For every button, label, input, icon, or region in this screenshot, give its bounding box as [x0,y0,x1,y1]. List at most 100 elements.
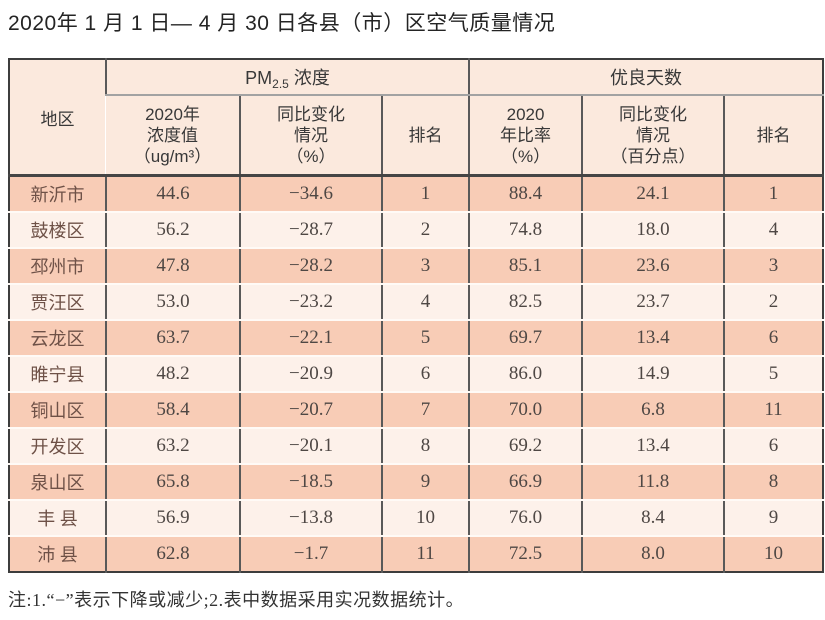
table-row: 鼓楼区 56.2 −28.7 2 74.8 18.0 4 [9,212,824,249]
table-row: 开发区 63.2 −20.1 8 69.2 13.4 6 [9,428,824,465]
header-group-good-days: 优良天数 [468,59,824,96]
table-row: 沛 县 62.8 −1.7 11 72.5 8.0 10 [9,536,824,572]
cell-region: 泉山区 [9,464,106,501]
cell-region: 丰 县 [9,500,106,537]
cell-days-change: 14.9 [581,356,725,393]
table-row: 泉山区 65.8 −18.5 9 66.9 11.8 8 [9,464,824,501]
table-row: 贾汪区 53.0 −23.2 4 82.5 23.7 2 [9,284,824,321]
cell-pm-change: −28.2 [239,248,382,285]
cell-days-rank: 9 [723,500,824,537]
cell-region: 沛 县 [9,536,106,572]
cell-days-rank: 6 [723,320,824,357]
cell-days-rate: 74.8 [468,212,583,249]
cell-region: 邳州市 [9,248,106,285]
cell-days-rank: 1 [723,175,824,213]
cell-pm-rank: 1 [380,175,470,213]
cell-days-rate: 85.1 [468,248,583,285]
cell-days-rate: 69.2 [468,428,583,465]
cell-days-rank: 11 [723,392,824,429]
cell-days-rate: 76.0 [468,500,583,537]
cell-days-change: 13.4 [581,428,725,465]
table-row: 新沂市 44.6 −34.6 1 88.4 24.1 1 [9,175,824,213]
header-days-change-line1: 同比变化 [619,104,688,124]
cell-days-rate: 70.0 [468,392,583,429]
pm25-suffix: 浓度 [288,67,330,88]
table-row: 邳州市 47.8 −28.2 3 85.1 23.6 3 [9,248,824,285]
header-group-pm25: PM2.5 浓度 [104,59,470,96]
cell-days-rank: 2 [723,284,824,321]
cell-days-rate: 66.9 [468,464,583,501]
header-pm-value: 2020年 浓度值 （ug/m³） [106,95,240,177]
cell-pm-value: 48.2 [105,356,240,393]
header-pm-change-line3: （%） [286,146,336,166]
page-title: 2020年 1 月 1 日— 4 月 30 日各县（市）区空气质量情况 [8,12,556,35]
cell-pm-change: −20.7 [239,392,382,429]
pm25-prefix: PM [245,67,273,88]
cell-pm-rank: 8 [380,428,470,465]
cell-days-change: 23.7 [581,284,725,321]
cell-days-change: 23.6 [581,248,725,285]
cell-pm-rank: 4 [380,284,470,321]
cell-days-rank: 4 [723,212,824,249]
header-pm-value-line2: 浓度值 [147,125,198,145]
cell-region: 睢宁县 [9,356,106,393]
cell-days-change: 24.1 [581,175,725,213]
table-row: 云龙区 63.7 −22.1 5 69.7 13.4 6 [9,320,824,357]
cell-pm-change: −34.6 [239,175,382,213]
cell-pm-value: 63.2 [105,428,240,465]
cell-days-rate: 69.7 [468,320,583,357]
table-row: 铜山区 58.4 −20.7 7 70.0 6.8 11 [9,392,824,429]
cell-days-rate: 86.0 [468,356,583,393]
cell-pm-rank: 3 [380,248,470,285]
header-pm-value-line3: （ug/m³） [133,146,212,166]
cell-pm-change: −20.9 [239,356,382,393]
cell-pm-rank: 6 [380,356,470,393]
cell-region: 云龙区 [9,320,106,357]
cell-days-change: 8.4 [581,500,725,537]
cell-days-rank: 3 [723,248,824,285]
cell-days-change: 11.8 [581,464,725,501]
cell-pm-change: −22.1 [239,320,382,357]
cell-days-rank: 8 [723,464,824,501]
cell-pm-value: 65.8 [105,464,240,501]
header-region: 地区 [9,59,106,177]
cell-pm-change: −28.7 [239,212,382,249]
cell-pm-value: 56.9 [105,500,240,537]
cell-days-change: 8.0 [581,536,725,572]
cell-region: 贾汪区 [9,284,106,321]
cell-days-change: 13.4 [581,320,725,357]
cell-pm-change: −23.2 [239,284,382,321]
table-body: 新沂市 44.6 −34.6 1 88.4 24.1 1 鼓楼区 56.2 −2… [9,175,824,572]
cell-pm-value: 44.6 [105,175,240,213]
cell-pm-value: 63.7 [105,320,240,357]
header-days-change-line2: 情况 [636,125,671,145]
header-days-change-line3: （百分点） [610,146,696,166]
cell-pm-rank: 9 [380,464,470,501]
cell-pm-rank: 2 [380,212,470,249]
header-days-rate-line3: （%） [500,146,551,166]
cell-region: 铜山区 [9,392,106,429]
table-header: 地区 PM2.5 浓度 优良天数 2020年 浓度值 （ug/m³） 同比变化 … [9,59,824,177]
cell-region: 新沂市 [9,175,106,213]
cell-days-rank: 6 [723,428,824,465]
header-days-rate-line1: 2020 [506,104,545,124]
cell-pm-change: −13.8 [239,500,382,537]
cell-pm-value: 62.8 [105,536,240,572]
header-pm-change-line2: 情况 [294,125,328,145]
cell-days-rate: 82.5 [468,284,583,321]
cell-pm-rank: 7 [380,392,470,429]
cell-region: 开发区 [9,428,106,465]
cell-pm-value: 53.0 [105,284,240,321]
header-pm-change: 同比变化 情况 （%） [239,95,382,177]
header-pm-rank: 排名 [380,95,470,177]
cell-days-change: 18.0 [581,212,725,249]
footnote: 注:1.“−”表示下降或减少;2.表中数据采用实况数据统计。 [8,590,465,610]
cell-pm-value: 58.4 [105,392,240,429]
cell-pm-change: −1.7 [239,536,382,572]
header-days-change: 同比变化 情况 （百分点） [581,95,725,177]
header-pm-change-line1: 同比变化 [277,104,345,124]
header-group-row: 地区 PM2.5 浓度 优良天数 [9,59,824,177]
header-pm-value-line1: 2020年 [145,104,200,124]
cell-pm-rank: 10 [380,500,470,537]
